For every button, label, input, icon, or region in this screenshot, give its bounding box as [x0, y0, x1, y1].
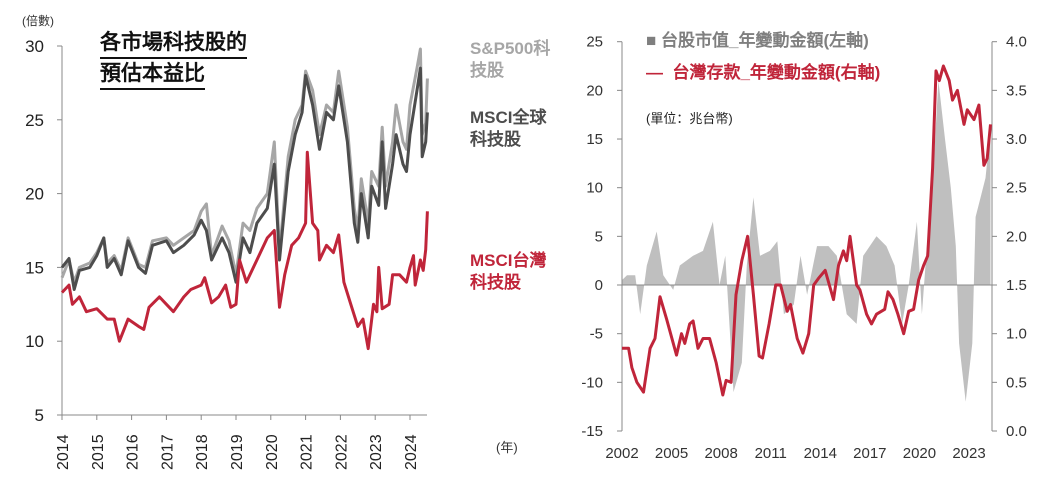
y-tick-label: 25 — [25, 111, 44, 130]
x-tick-label: 2015 — [90, 434, 107, 470]
y-tick-label: 5 — [35, 406, 44, 425]
y-left-tick-label: 10 — [586, 180, 603, 197]
series-line-deposits-change — [622, 64, 992, 397]
x-tick-label: 2014 — [804, 445, 837, 462]
y-left-tick-label: 15 — [586, 131, 603, 148]
title-line-1: 各市場科技股的 — [100, 28, 247, 59]
x-tick-label: 2020 — [264, 434, 281, 470]
y-left-tick-label: 0 — [595, 277, 603, 294]
legend-line-icon: — — [646, 63, 663, 82]
title-line-2: 預估本益比 — [100, 59, 205, 90]
left-y-axis-unit: (倍數) — [22, 14, 54, 28]
series-label-msci-world-tech: MSCI全球 科技股 — [470, 107, 547, 151]
y-tick-label: 20 — [25, 185, 44, 204]
left-chart-title: 各市場科技股的 預估本益比 — [100, 28, 247, 90]
series-line-msci-taiwan-tech — [60, 150, 429, 351]
series-label-line: MSCI台灣 — [470, 251, 547, 270]
x-tick-label: 2017 — [853, 445, 886, 462]
series-label-line: 技股 — [470, 61, 504, 80]
y-left-tick-label: -10 — [581, 374, 603, 391]
y-tick-label: 30 — [25, 37, 44, 56]
y-right-tick-label: 3.5 — [1006, 82, 1027, 99]
series-label-msci-taiwan-tech: MSCI台灣 科技股 — [470, 250, 547, 294]
y-right-tick-label: 0.5 — [1006, 374, 1027, 391]
series-line-msci-world-tech — [60, 66, 429, 291]
y-right-tick-label: 1.5 — [1006, 277, 1027, 294]
x-tick-label: 2020 — [903, 445, 936, 462]
y-right-tick-label: 3.0 — [1006, 131, 1027, 148]
y-left-tick-label: -5 — [590, 326, 603, 343]
x-tick-label: 2014 — [55, 434, 72, 470]
x-tick-label: 2016 — [125, 434, 142, 470]
series-label-line: MSCI全球 — [470, 108, 547, 127]
y-tick-label: 10 — [25, 332, 44, 351]
y-right-tick-label: 0.0 — [1006, 423, 1027, 440]
y-right-tick-label: 2.5 — [1006, 180, 1027, 197]
x-tick-label: 2017 — [159, 434, 176, 470]
x-tick-label: 2022 — [333, 434, 350, 470]
x-tick-label: 2019 — [229, 434, 246, 470]
y-right-tick-label: 1.0 — [1006, 326, 1027, 343]
legend-square-icon: ■ — [646, 31, 657, 50]
x-tick-label: 2023 — [368, 434, 385, 470]
x-tick-label: 2018 — [194, 434, 211, 470]
series-label-line: S&P500科 — [470, 39, 551, 58]
y-right-tick-label: 4.0 — [1006, 34, 1027, 51]
right-chart-unit-note: (單位：兆台幣) — [646, 111, 733, 126]
series-label-line: 科技股 — [470, 130, 521, 149]
y-right-tick-label: 2.0 — [1006, 228, 1027, 245]
series-label-sp500-tech: S&P500科 技股 — [470, 38, 550, 82]
x-tick-label: 2021 — [299, 434, 316, 470]
x-tick-label: 2002 — [605, 445, 638, 462]
legend-label: 台灣存款_年變動金額(右軸) — [672, 63, 881, 82]
y-left-tick-label: 5 — [595, 228, 603, 245]
x-tick-label: 2011 — [755, 445, 787, 462]
x-tick-label: 2005 — [655, 445, 688, 462]
legend-item-market-cap: ■ 台股市值_年變動金額(左軸) — [646, 26, 869, 51]
series-label-line: 科技股 — [470, 273, 521, 292]
x-tick-label: 2024 — [403, 434, 420, 470]
x-tick-label: 2023 — [952, 445, 985, 462]
y-left-tick-label: 20 — [586, 82, 603, 99]
y-left-tick-label: -15 — [581, 423, 603, 440]
legend-label: 台股市值_年變動金額(左軸) — [661, 31, 869, 50]
left-x-axis-unit: (年) — [496, 440, 518, 455]
legend-item-deposits: — 台灣存款_年變動金額(右軸) — [646, 58, 880, 83]
series-area-market-cap-change — [622, 80, 991, 402]
x-tick-label: 2008 — [704, 445, 737, 462]
y-left-tick-label: 25 — [586, 34, 603, 51]
y-tick-label: 15 — [25, 258, 44, 277]
